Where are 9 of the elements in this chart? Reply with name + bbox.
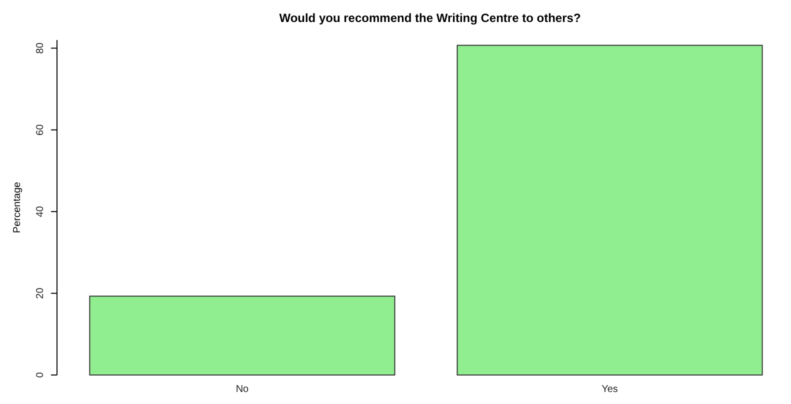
y-tick-label: 60 xyxy=(35,124,46,136)
x-tick-label: No xyxy=(236,384,250,395)
y-tick-label: 0 xyxy=(35,372,46,378)
x-tick-label: Yes xyxy=(602,384,618,395)
y-axis-title: Percentage xyxy=(12,181,23,234)
y-tick-label: 80 xyxy=(35,42,46,54)
y-tick-label: 20 xyxy=(35,287,46,299)
chart-title: Would you recommend the Writing Centre to others? xyxy=(279,11,581,25)
y-tick-label: 40 xyxy=(35,206,46,218)
